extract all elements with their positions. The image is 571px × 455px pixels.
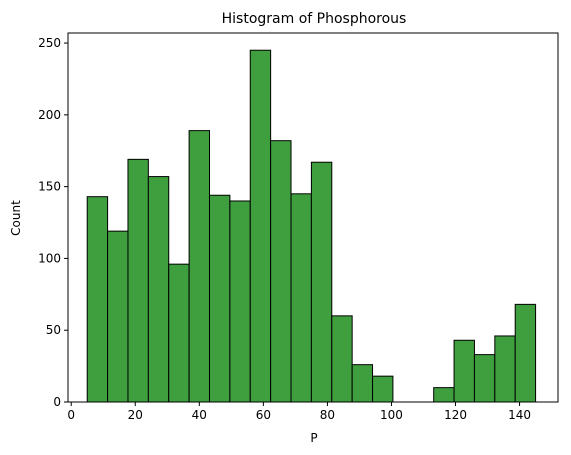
histogram-bar	[86, 196, 109, 403]
histogram-bar	[290, 193, 312, 403]
histogram-bar	[249, 49, 272, 403]
x-tick-label: 40	[192, 408, 207, 422]
histogram-bar	[208, 194, 231, 403]
y-tick-label: 150	[38, 180, 61, 194]
x-tick-label: 0	[67, 408, 75, 422]
chart-title: Histogram of Phosphorous	[222, 11, 407, 27]
histogram-bar	[229, 200, 251, 403]
x-axis-label: P	[310, 431, 317, 445]
histogram-bar	[514, 303, 537, 403]
bars-group	[86, 49, 537, 403]
histogram-bar	[168, 263, 190, 403]
histogram-bar	[473, 354, 496, 403]
y-tick-label: 100	[38, 251, 61, 265]
y-tick-label: 200	[38, 108, 61, 122]
histogram-bar	[127, 158, 149, 403]
histogram-bar	[453, 339, 475, 403]
x-tick-label: 20	[128, 408, 143, 422]
y-tick-label: 0	[53, 395, 61, 409]
histogram-bar	[188, 130, 210, 403]
y-axis-label: Count	[9, 200, 23, 236]
x-axis-ticks: 0 20 40 60 80 100 120 140	[67, 402, 531, 422]
histogram-bar	[147, 176, 170, 403]
histogram-bar	[331, 315, 353, 403]
histogram-bar	[494, 335, 516, 403]
x-tick-label: 140	[508, 408, 531, 422]
histogram-bar	[433, 387, 455, 403]
x-tick-label: 120	[444, 408, 467, 422]
y-axis-ticks: 0 50 100 150 200 250	[38, 36, 68, 409]
histogram-bar	[351, 364, 374, 403]
x-tick-label: 100	[380, 408, 403, 422]
y-tick-label: 50	[46, 323, 61, 337]
x-tick-label: 80	[320, 408, 335, 422]
x-tick-label: 60	[256, 408, 271, 422]
histogram-bar	[270, 140, 292, 403]
histogram-bar	[310, 161, 333, 403]
y-tick-label: 250	[38, 36, 61, 50]
axes-frame	[67, 32, 559, 403]
histogram-bar	[107, 230, 129, 403]
histogram-bar	[372, 375, 394, 403]
